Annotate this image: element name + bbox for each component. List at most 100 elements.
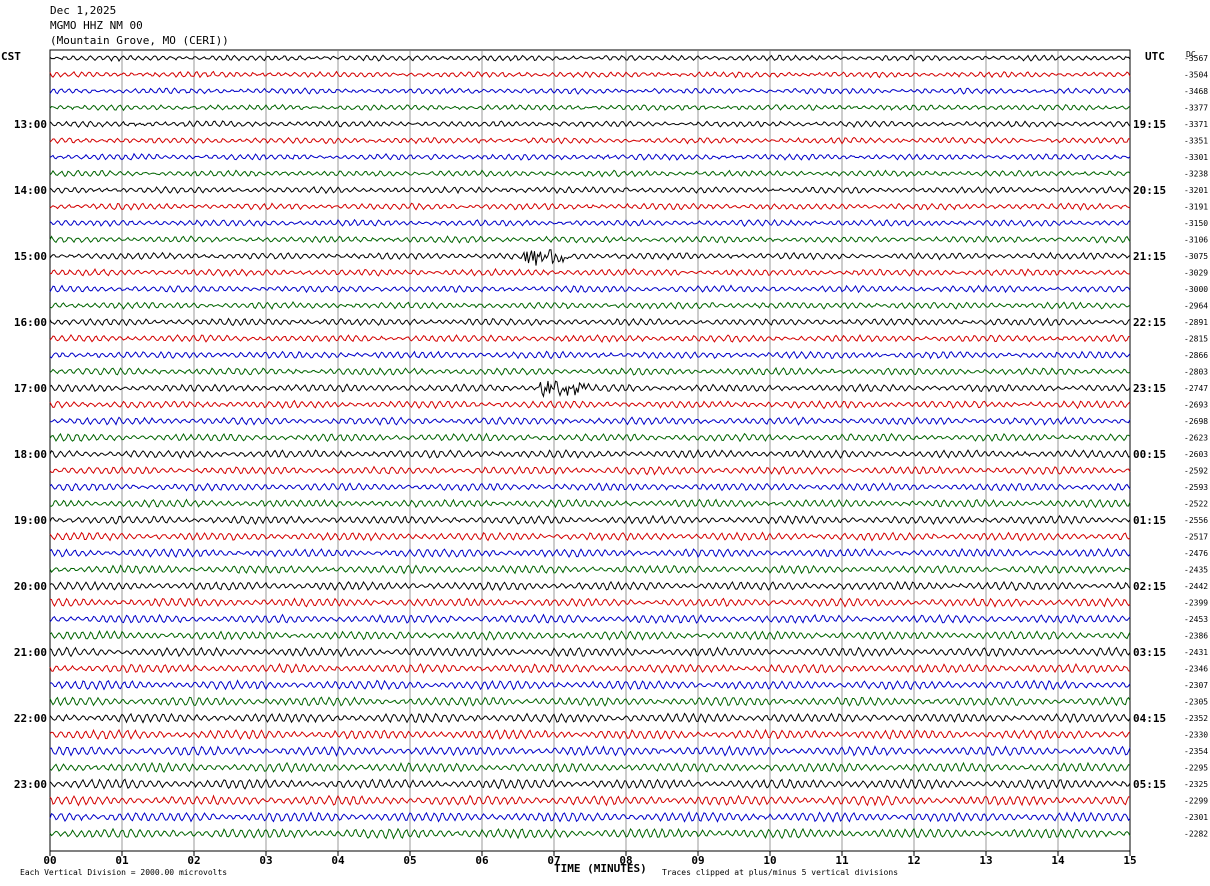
seismic-trace [49, 662, 1131, 674]
dc-offset-label: -3106 [1184, 236, 1208, 245]
x-tick-label: 07 [547, 854, 560, 867]
seismic-trace [49, 498, 1131, 509]
dc-offset-header: DC [1186, 50, 1196, 59]
seismic-trace [49, 827, 1131, 840]
seismic-trace [49, 185, 1131, 195]
right-hour-label: 00:15 [1133, 448, 1166, 461]
dc-offset-label: -2964 [1184, 302, 1208, 311]
dc-offset-label: -2399 [1184, 599, 1208, 608]
right-hour-label: 05:15 [1133, 778, 1166, 791]
dc-offset-label: -2623 [1184, 434, 1208, 443]
x-tick-label: 10 [763, 854, 776, 867]
dc-offset-label: -3567 [1184, 54, 1208, 63]
dc-offset-label: -2295 [1184, 764, 1208, 773]
dc-offset-label: -2522 [1184, 500, 1208, 509]
dc-offset-label: -3468 [1184, 87, 1208, 96]
seismic-trace [49, 597, 1131, 608]
seismic-trace [49, 333, 1131, 344]
x-tick-label: 06 [475, 854, 489, 867]
seismic-trace [49, 811, 1131, 823]
dc-offset-label: -2476 [1184, 549, 1208, 558]
left-hour-label: 22:00 [14, 712, 47, 725]
header-date: Dec 1,2025 [50, 4, 117, 17]
dc-offset-label: -2307 [1184, 681, 1208, 690]
dc-offset-label: -2354 [1184, 747, 1208, 756]
seismic-trace [49, 218, 1131, 228]
seismic-trace [49, 679, 1131, 691]
seismic-trace [49, 284, 1131, 294]
seismic-trace [49, 696, 1131, 707]
dc-offset-label: -3029 [1184, 269, 1208, 278]
dc-offset-label: -3504 [1184, 71, 1208, 80]
dc-offset-label: -2698 [1184, 417, 1208, 426]
seismic-trace [49, 317, 1131, 327]
seismic-trace [49, 531, 1131, 542]
dc-offset-label: -2435 [1184, 566, 1208, 575]
seismic-trace [49, 235, 1131, 244]
seismic-trace [49, 249, 1131, 266]
seismic-trace [49, 202, 1131, 211]
seismic-trace [49, 778, 1131, 790]
right-hour-label: 01:15 [1133, 514, 1166, 527]
dc-offset-label: -2346 [1184, 665, 1208, 674]
dc-offset-label: -2593 [1184, 483, 1208, 492]
x-tick-label: 08 [619, 854, 632, 867]
dc-offset-label: -2803 [1184, 368, 1208, 377]
dc-offset-label: -3238 [1184, 170, 1208, 179]
dc-offset-label: -3371 [1184, 120, 1208, 129]
dc-offset-label: -2866 [1184, 351, 1208, 360]
seismic-trace [49, 103, 1131, 112]
dc-offset-label: -2299 [1184, 797, 1208, 806]
dc-offset-label: -3351 [1184, 137, 1208, 146]
dc-offset-label: -2453 [1184, 615, 1208, 624]
seismic-trace [49, 613, 1131, 625]
dc-offset-label: -2693 [1184, 401, 1208, 410]
right-hour-label: 19:15 [1133, 118, 1166, 131]
x-tick-label: 01 [115, 854, 129, 867]
seismic-trace [49, 366, 1131, 376]
x-axis-title: TIME (MINUTES) [554, 862, 647, 875]
dc-offset-label: -2747 [1184, 384, 1208, 393]
seismic-trace [49, 514, 1131, 525]
seismic-trace [49, 564, 1131, 575]
seismic-trace [49, 646, 1131, 658]
seismic-trace [49, 380, 1131, 398]
left-hour-label: 21:00 [14, 646, 47, 659]
x-tick-label: 11 [835, 854, 849, 867]
seismic-trace [49, 794, 1131, 807]
x-tick-label: 12 [907, 854, 920, 867]
left-hour-label: 16:00 [14, 316, 47, 329]
seismic-trace [49, 399, 1131, 410]
x-tick-label: 15 [1123, 854, 1136, 867]
left-timezone-label: CST [1, 50, 21, 63]
x-tick-label: 13 [979, 854, 992, 867]
seismic-trace [49, 87, 1131, 95]
left-hour-label: 23:00 [14, 778, 47, 791]
seismic-trace [49, 728, 1131, 741]
seismic-trace [49, 448, 1131, 460]
seismic-trace [50, 416, 1131, 426]
header-location: (Mountain Grove, MO (CERI)) [50, 34, 229, 47]
seismic-trace [49, 465, 1131, 476]
seismic-trace [49, 482, 1131, 492]
dc-offset-label: -3150 [1184, 219, 1208, 228]
right-hour-label: 04:15 [1133, 712, 1166, 725]
dc-offset-label: -3000 [1184, 285, 1208, 294]
dc-offset-label: -2556 [1184, 516, 1208, 525]
seismic-trace [49, 712, 1131, 724]
seismic-trace [49, 547, 1131, 559]
seismic-trace [49, 301, 1131, 310]
dc-offset-label: -2592 [1184, 467, 1208, 476]
dc-offset-label: -2330 [1184, 731, 1208, 740]
seismic-trace [49, 267, 1131, 277]
x-tick-label: 03 [259, 854, 272, 867]
dc-offset-label: -2352 [1184, 714, 1208, 723]
right-hour-label: 23:15 [1133, 382, 1166, 395]
left-hour-label: 18:00 [14, 448, 47, 461]
seismic-trace [49, 54, 1131, 63]
dc-offset-label: -2301 [1184, 813, 1208, 822]
clip-note: Traces clipped at plus/minus 5 vertical … [662, 868, 899, 877]
right-hour-label: 02:15 [1133, 580, 1166, 593]
dc-offset-label: -2325 [1184, 780, 1208, 789]
scale-note: Each Vertical Division = 2000.00 microvo… [20, 868, 228, 877]
